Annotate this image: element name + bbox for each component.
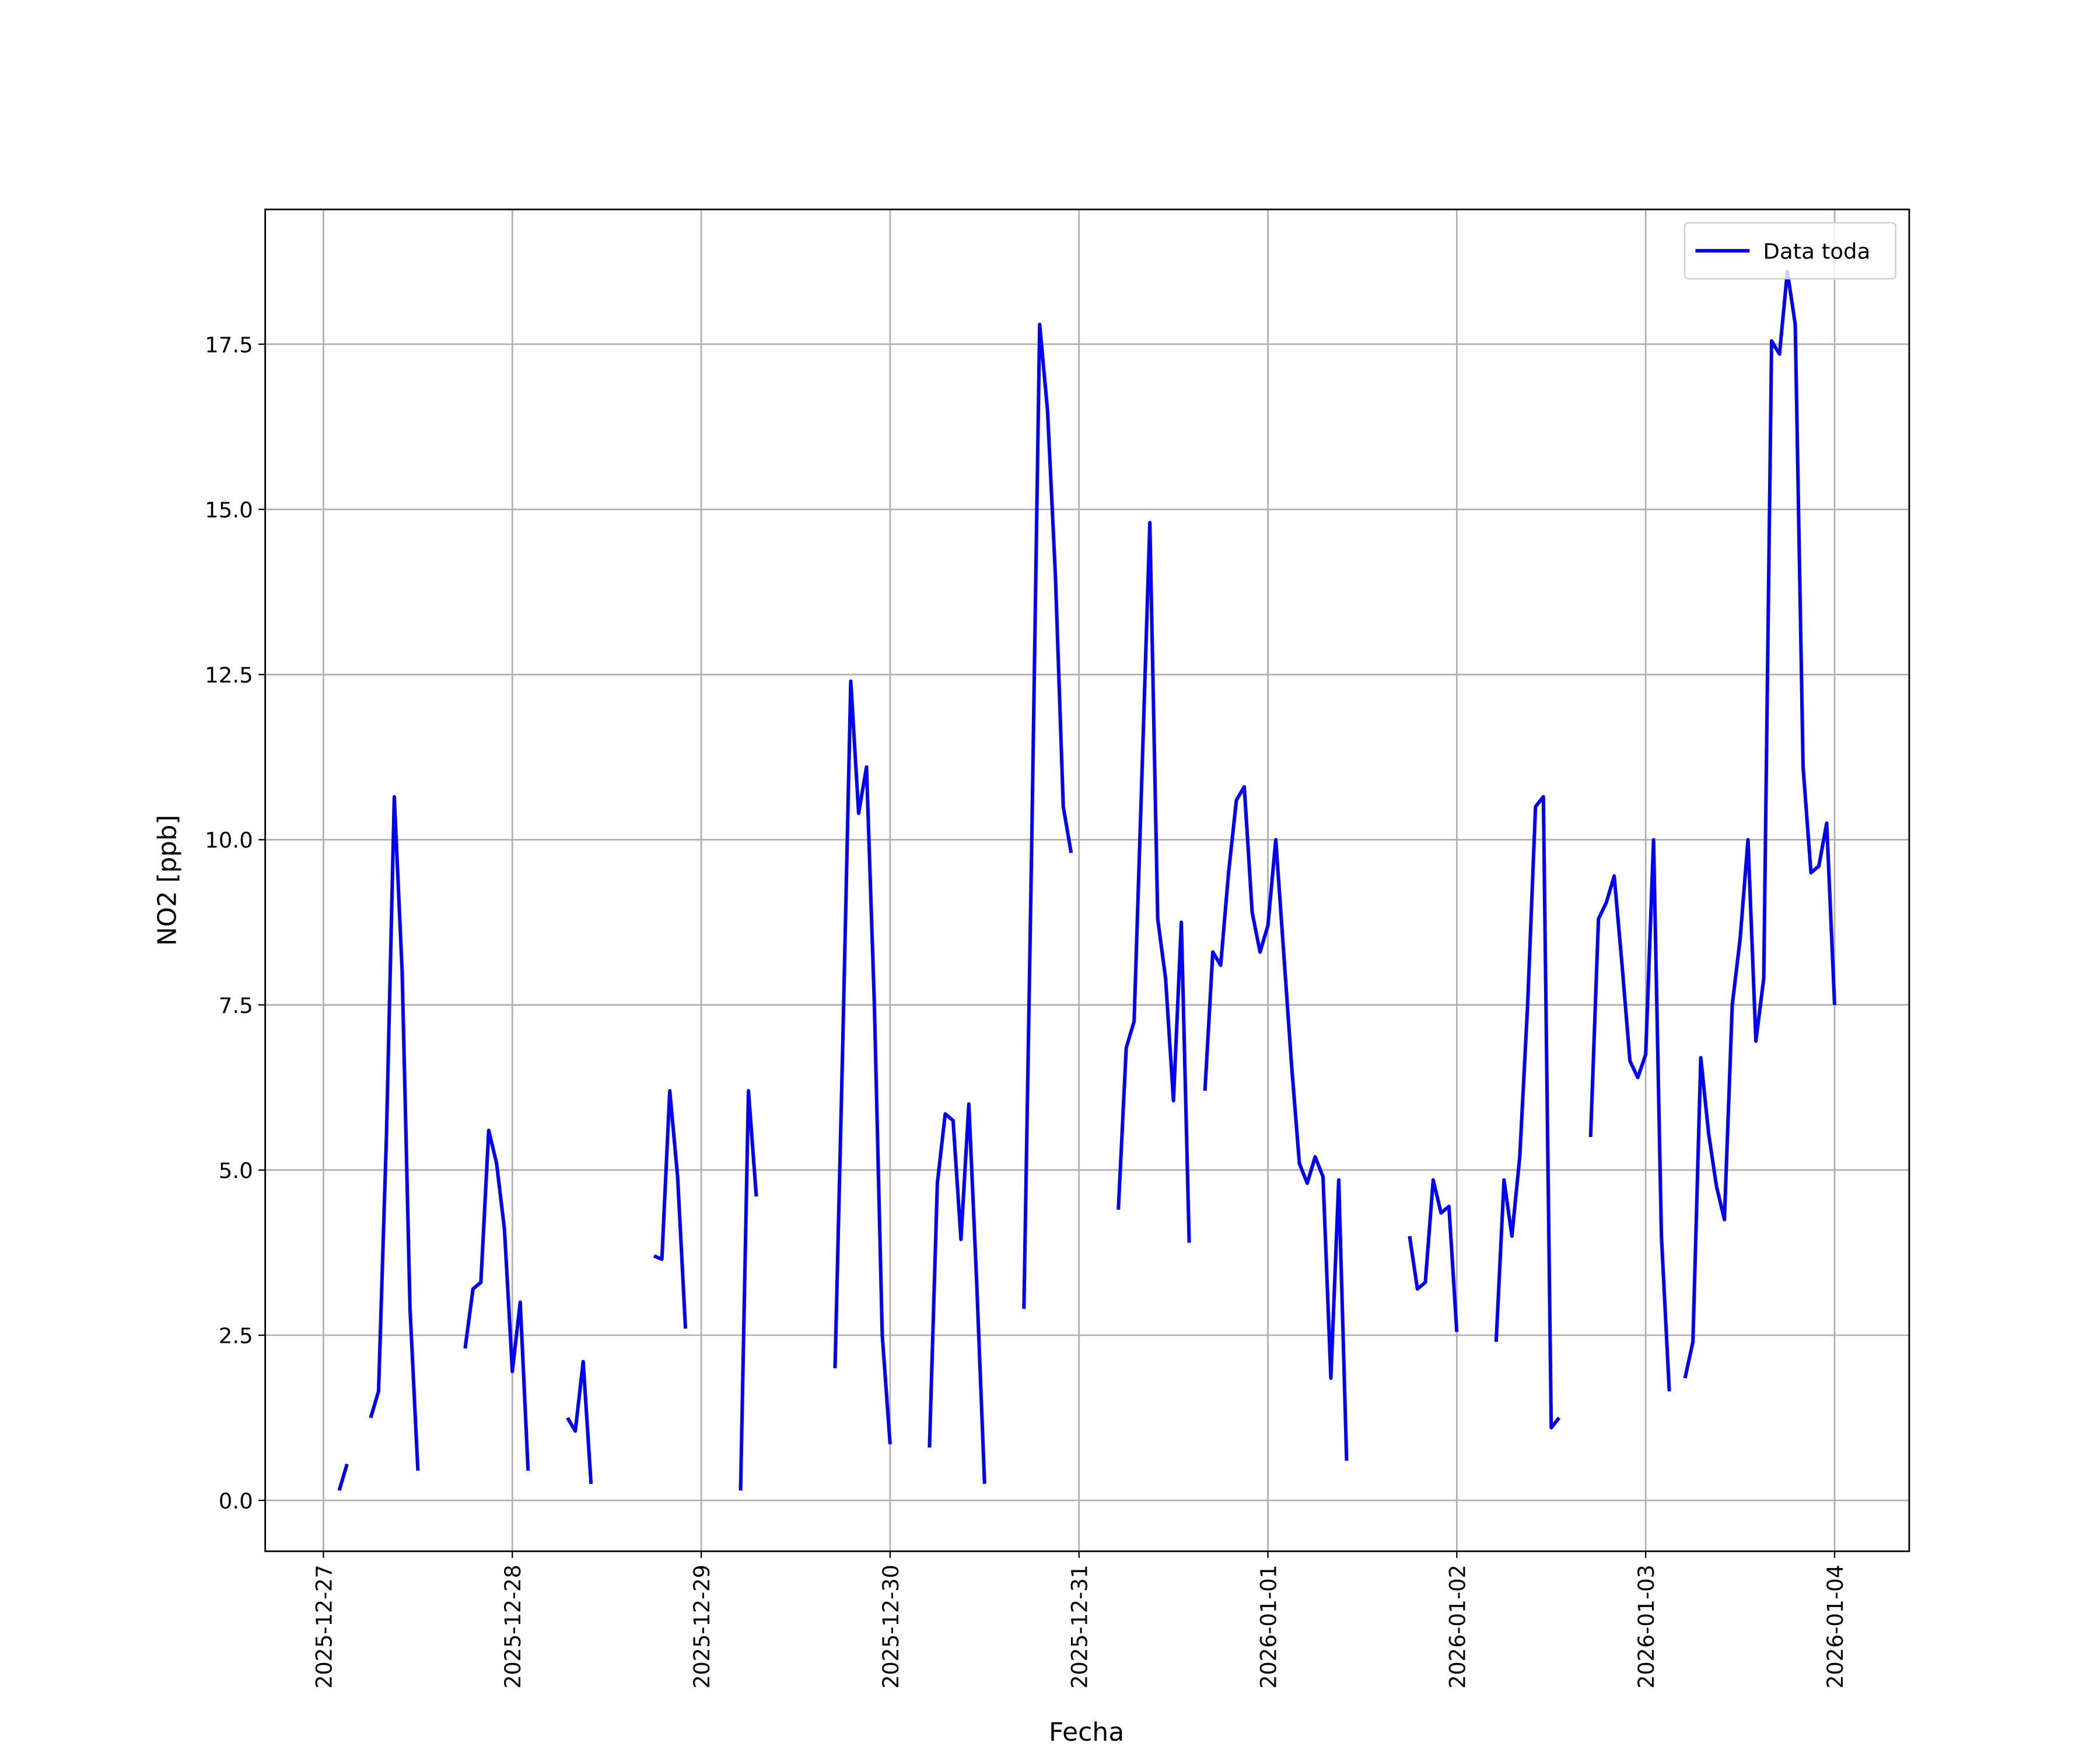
y-tick-label: 10.0 [205, 828, 253, 853]
data-line [833, 679, 892, 1445]
x-tick-label: 2026-01-01 [1256, 1564, 1281, 1689]
data-line [1116, 520, 1191, 1243]
data-line [653, 1088, 688, 1329]
data-line [1203, 785, 1349, 1461]
legend: Data toda [1684, 222, 1896, 280]
data-line [738, 1088, 758, 1491]
x-axis-label: Fecha [1049, 1717, 1124, 1747]
legend-box [1684, 222, 1896, 280]
data-line [1022, 323, 1073, 1309]
x-tick-label: 2026-01-04 [1823, 1564, 1848, 1689]
y-tick-label: 15.0 [205, 498, 253, 523]
y-tick-label: 17.5 [205, 332, 253, 358]
data-line [566, 1360, 593, 1484]
data-line [463, 1128, 530, 1471]
x-tick-label: 2025-12-30 [878, 1564, 904, 1689]
data-line [1408, 1178, 1459, 1332]
y-axis-label: NO2 [ppb] [152, 815, 182, 946]
y-tick-label: 2.5 [219, 1324, 253, 1349]
data-line [928, 1102, 986, 1484]
y-tick-label: 7.5 [219, 993, 253, 1019]
legend-label: Data toda [1763, 239, 1870, 264]
data-line [1494, 794, 1561, 1430]
plot-frame [264, 208, 1910, 1552]
y-tick-label: 12.5 [205, 663, 253, 688]
data-line [337, 1463, 349, 1491]
y-tick-label: 5.0 [219, 1158, 253, 1184]
x-tick-label: 2025-12-29 [690, 1564, 715, 1689]
data-line [369, 794, 420, 1471]
x-tick-label: 2025-12-31 [1067, 1564, 1092, 1689]
data-line [1588, 838, 1671, 1392]
y-tick-label: 0.0 [219, 1489, 253, 1514]
data-line [1683, 270, 1837, 1379]
x-tick-label: 2025-12-27 [312, 1564, 337, 1689]
x-tick-label: 2025-12-28 [501, 1564, 526, 1689]
x-tick-label: 2026-01-02 [1445, 1564, 1470, 1689]
x-tick-label: 2026-01-03 [1634, 1564, 1659, 1689]
